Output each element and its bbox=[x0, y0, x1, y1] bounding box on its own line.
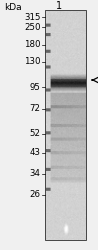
Text: 315: 315 bbox=[24, 12, 41, 22]
Text: 1: 1 bbox=[56, 1, 62, 11]
Bar bbox=[45, 10, 86, 240]
Text: 72: 72 bbox=[30, 104, 41, 113]
Text: 34: 34 bbox=[30, 169, 41, 178]
Text: 95: 95 bbox=[30, 82, 41, 92]
Text: kDa: kDa bbox=[4, 3, 22, 12]
Text: 52: 52 bbox=[30, 129, 41, 138]
Text: 26: 26 bbox=[30, 190, 41, 199]
Text: 180: 180 bbox=[24, 40, 41, 49]
Text: 250: 250 bbox=[24, 22, 41, 32]
Text: 130: 130 bbox=[24, 58, 41, 66]
Text: 43: 43 bbox=[30, 148, 41, 157]
